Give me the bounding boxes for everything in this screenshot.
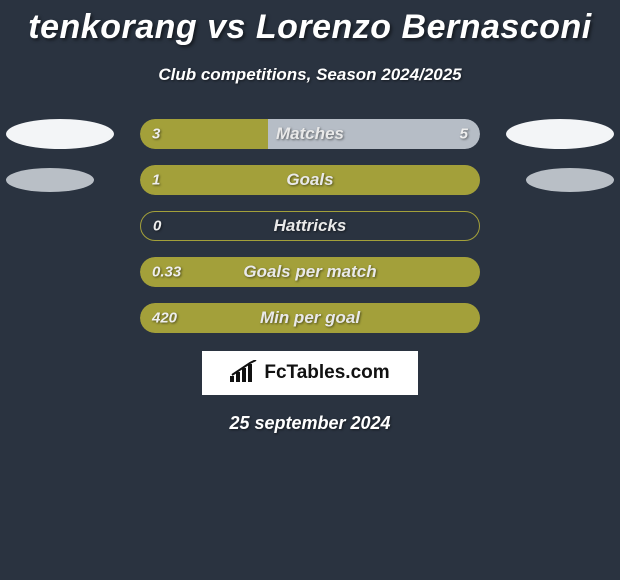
stat-bar: Min per goal420 bbox=[140, 303, 480, 333]
stat-rows: Matches35 Goals1 Hattricks0 Goals per match… bbox=[0, 119, 620, 333]
stat-row: Goals1 bbox=[0, 165, 620, 195]
player-ellipse-left bbox=[6, 119, 114, 149]
page-title: tenkorang vs Lorenzo Bernasconi bbox=[0, 0, 620, 47]
stat-bar-left-fill bbox=[140, 119, 268, 149]
stat-label: Hattricks bbox=[141, 216, 479, 236]
stat-bar-left-fill bbox=[140, 165, 480, 195]
player-ellipse-left bbox=[6, 168, 94, 192]
stat-row: Min per goal420 bbox=[0, 303, 620, 333]
signal-bars-icon bbox=[230, 360, 258, 387]
stat-bar: Matches35 bbox=[140, 119, 480, 149]
stat-value-left: 0 bbox=[153, 218, 161, 235]
stat-bar-left-fill bbox=[140, 303, 480, 333]
stat-row: Hattricks0 bbox=[0, 211, 620, 241]
brand-box: FcTables.com bbox=[202, 351, 418, 395]
date-text: 25 september 2024 bbox=[0, 413, 620, 434]
player-ellipse-right bbox=[526, 168, 614, 192]
stat-row: Matches35 bbox=[0, 119, 620, 149]
stat-bar-left-fill bbox=[140, 257, 480, 287]
page-subtitle: Club competitions, Season 2024/2025 bbox=[0, 65, 620, 85]
stat-bar-right-fill bbox=[268, 119, 481, 149]
stat-row: Goals per match0.33 bbox=[0, 257, 620, 287]
stat-bar: Goals1 bbox=[140, 165, 480, 195]
stat-bar: Goals per match0.33 bbox=[140, 257, 480, 287]
brand-text: FcTables.com bbox=[264, 362, 389, 384]
player-ellipse-right bbox=[506, 119, 614, 149]
stat-bar: Hattricks0 bbox=[140, 211, 480, 241]
